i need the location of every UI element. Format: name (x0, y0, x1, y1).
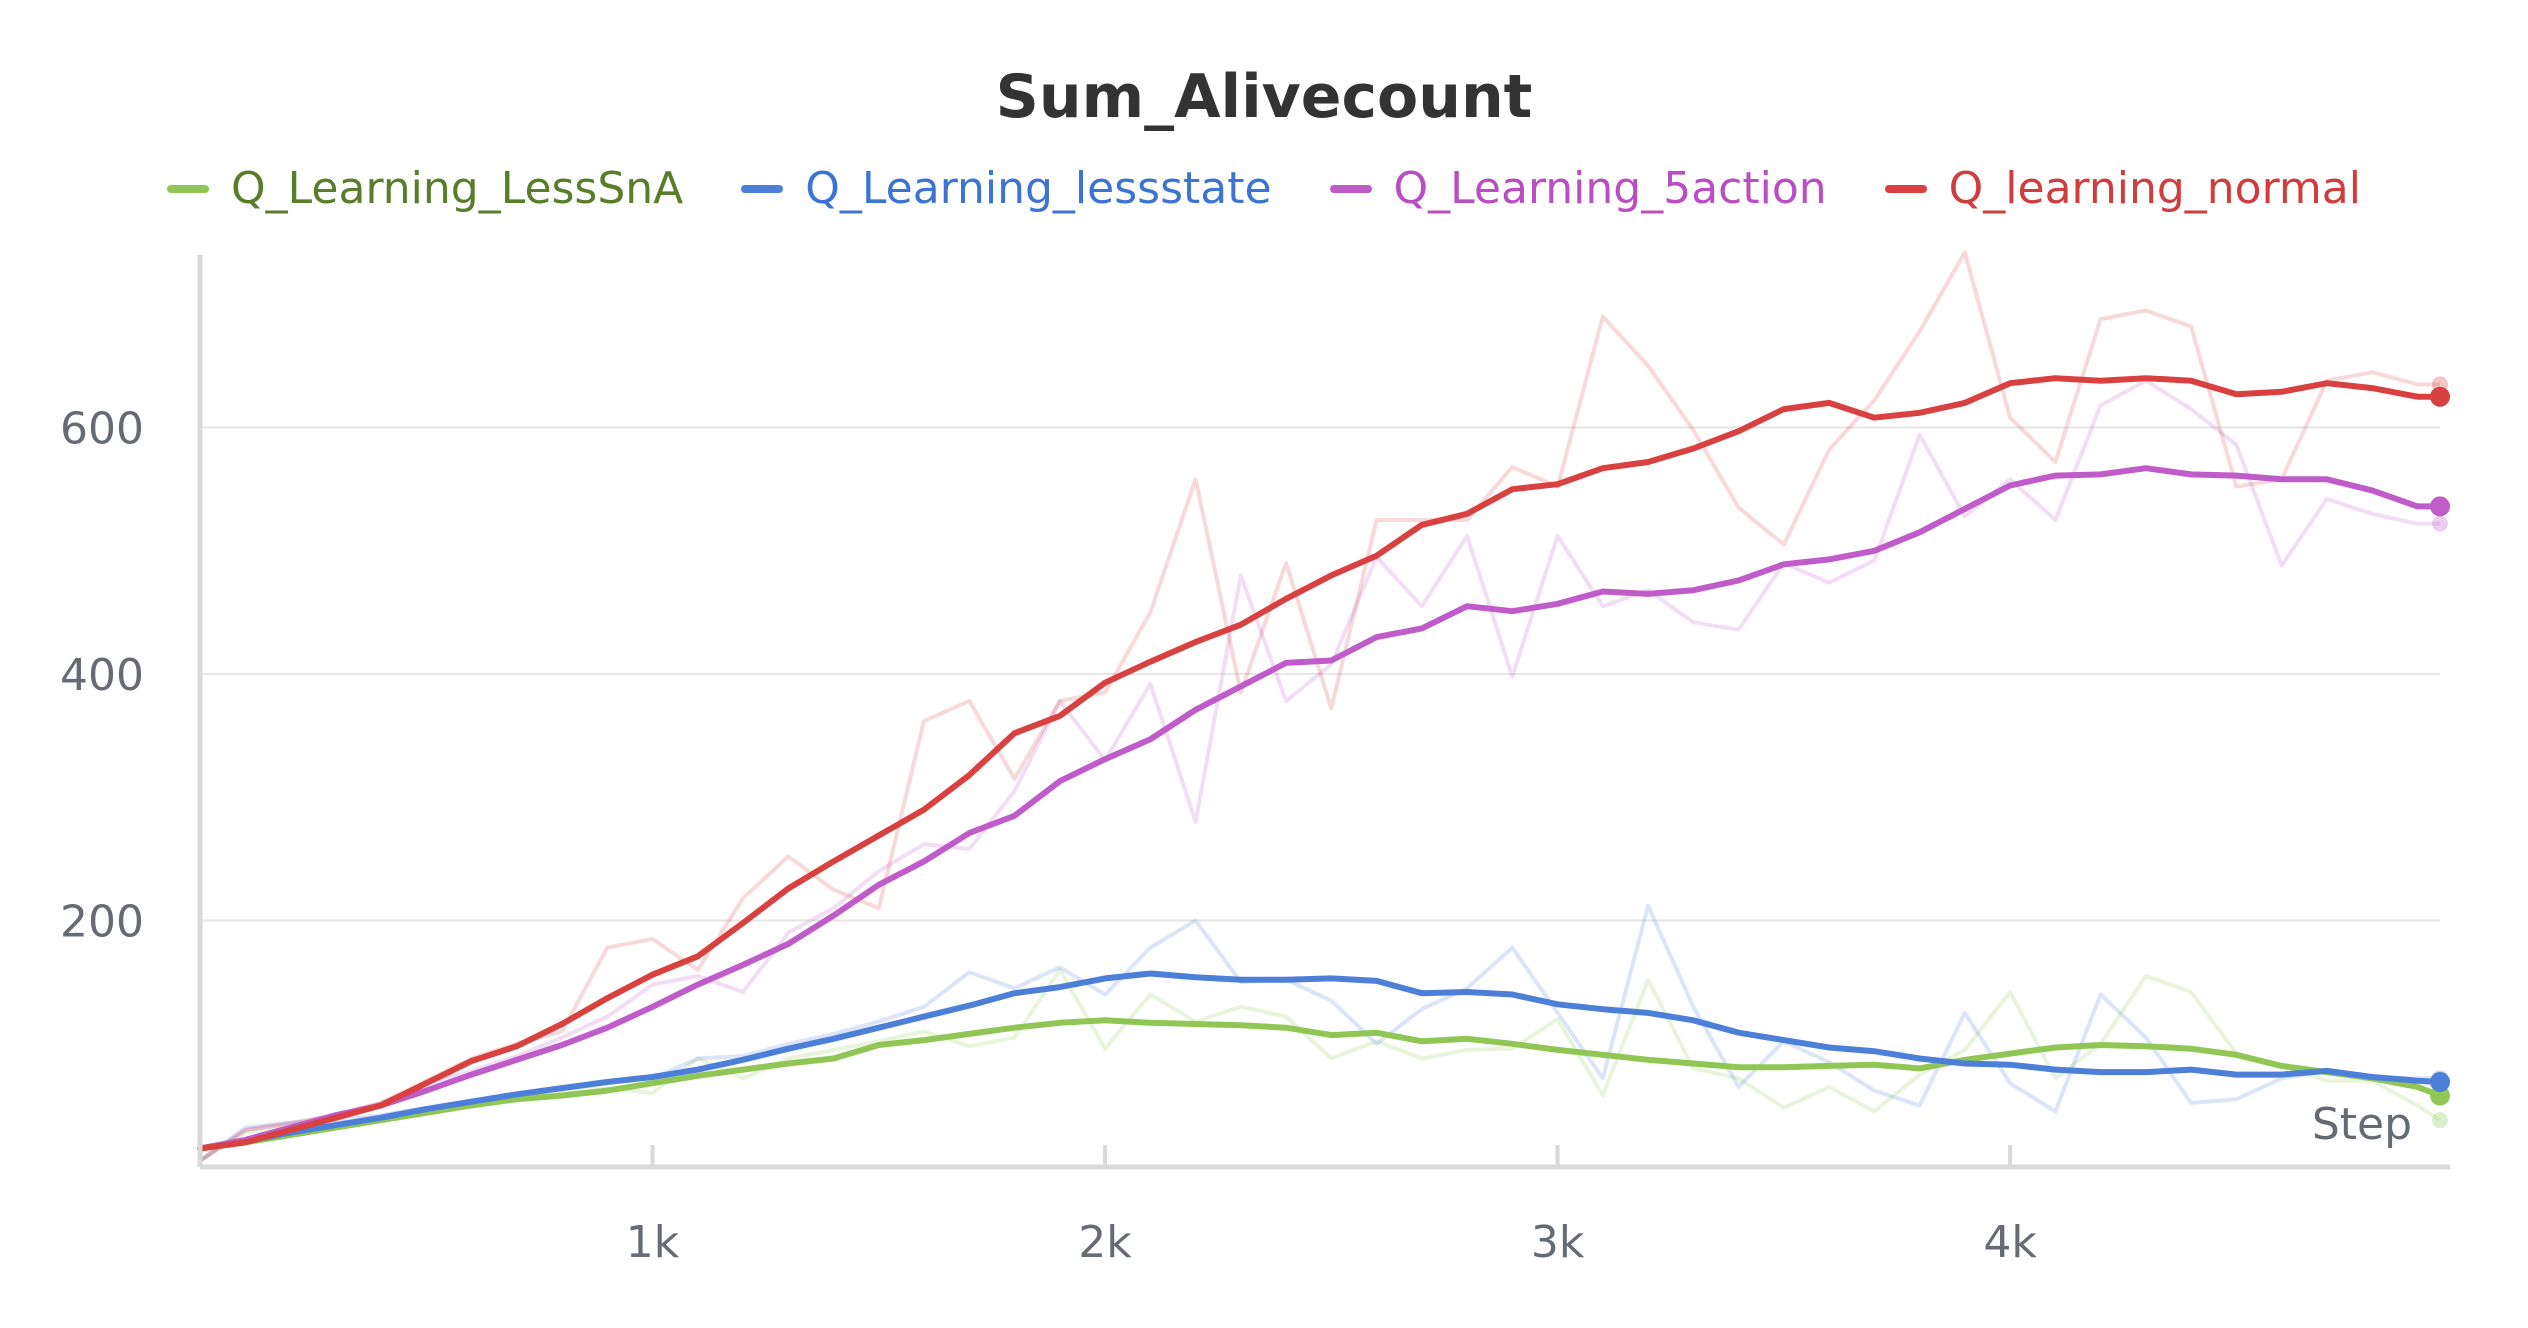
y-tick-label-400: 400 (60, 650, 144, 701)
chart-title: Sum_Alivecount (995, 62, 1533, 132)
x-tick-label-1000: 1k (626, 1217, 680, 1268)
legend-label-5action: Q_Learning_5action (1393, 163, 1827, 214)
legend-item-5action[interactable]: Q_Learning_5action (1329, 163, 1827, 214)
legend-label-lessstate: Q_Learning_lessstate (805, 163, 1272, 214)
x-tick-label-2000: 2k (1078, 1217, 1132, 1268)
legend-swatch-lessstate (741, 184, 784, 193)
y-tick-label-600: 600 (60, 404, 144, 455)
smoothed-line-3 (197, 375, 2443, 1152)
smoothed-line-0 (197, 1017, 2443, 1152)
legend: Q_Learning_LessSnA Q_Learning_lessstate … (0, 163, 2528, 214)
legend-swatch-5action (1329, 184, 1372, 193)
endpoint-markers (2430, 376, 2450, 1129)
raw-endpoint-0 (2432, 1112, 2448, 1129)
smoothed-line-2 (197, 465, 2443, 1152)
x-tick-label-3000: 3k (1531, 1217, 1585, 1268)
smoothed-endpoint-2 (2430, 496, 2450, 517)
x-axis-label: Step (2312, 1099, 2412, 1150)
legend-label-lesssna: Q_Learning_LessSnA (231, 163, 684, 214)
x-tick-label-4000: 4k (1983, 1217, 2037, 1268)
raw-line-2 (198, 378, 2440, 1163)
smoothed-series-layer (197, 375, 2443, 1152)
legend-item-normal[interactable]: Q_learning_normal (1884, 163, 2361, 214)
tick-labels: 200 400 600 1k 2k 3k 4k Step (60, 404, 2412, 1268)
raw-series-layer (198, 250, 2442, 1163)
smoothed-line-1 (197, 970, 2443, 1152)
legend-swatch-lesssna (167, 184, 210, 193)
axes (197, 255, 2450, 1170)
grid-lines (200, 426, 2440, 922)
raw-line-3 (198, 250, 2440, 1163)
y-tick-label-200: 200 (60, 897, 144, 948)
legend-item-lessstate[interactable]: Q_Learning_lessstate (741, 163, 1272, 214)
legend-label-normal: Q_learning_normal (1948, 163, 2361, 214)
smoothed-endpoint-1 (2430, 1071, 2450, 1092)
smoothed-endpoint-3 (2430, 386, 2450, 407)
legend-item-lesssna[interactable]: Q_Learning_LessSnA (167, 163, 683, 214)
raw-endpoint-2 (2432, 515, 2448, 532)
legend-swatch-normal (1884, 184, 1927, 193)
